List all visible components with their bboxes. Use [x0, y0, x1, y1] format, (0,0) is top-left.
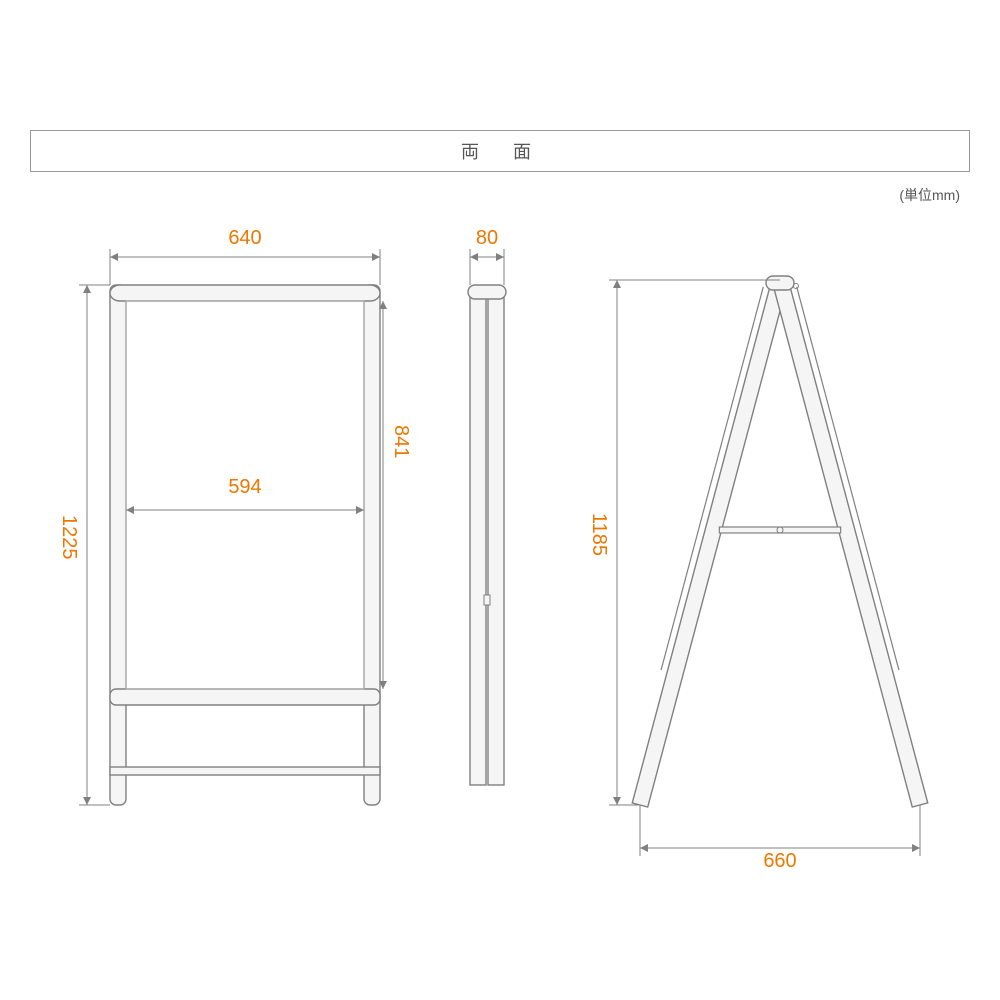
dim-front-height-inner: 841	[389, 425, 412, 458]
header-title: 両 面	[461, 138, 539, 164]
header-bar: 両 面	[30, 130, 970, 172]
unit-label: (単位mm)	[899, 185, 960, 205]
dim-front-width-outer: 640	[220, 227, 270, 250]
dim-open-height: 1185	[587, 513, 610, 556]
dim-open-width: 660	[755, 850, 805, 873]
dim-front-height-outer: 1225	[57, 515, 80, 560]
dim-side-width: 80	[462, 227, 512, 250]
dim-front-width-inner: 594	[220, 476, 270, 499]
diagram-canvas: 両 面 (単位mm) 640 594 1225 841 80 1185 660	[0, 0, 1000, 1000]
